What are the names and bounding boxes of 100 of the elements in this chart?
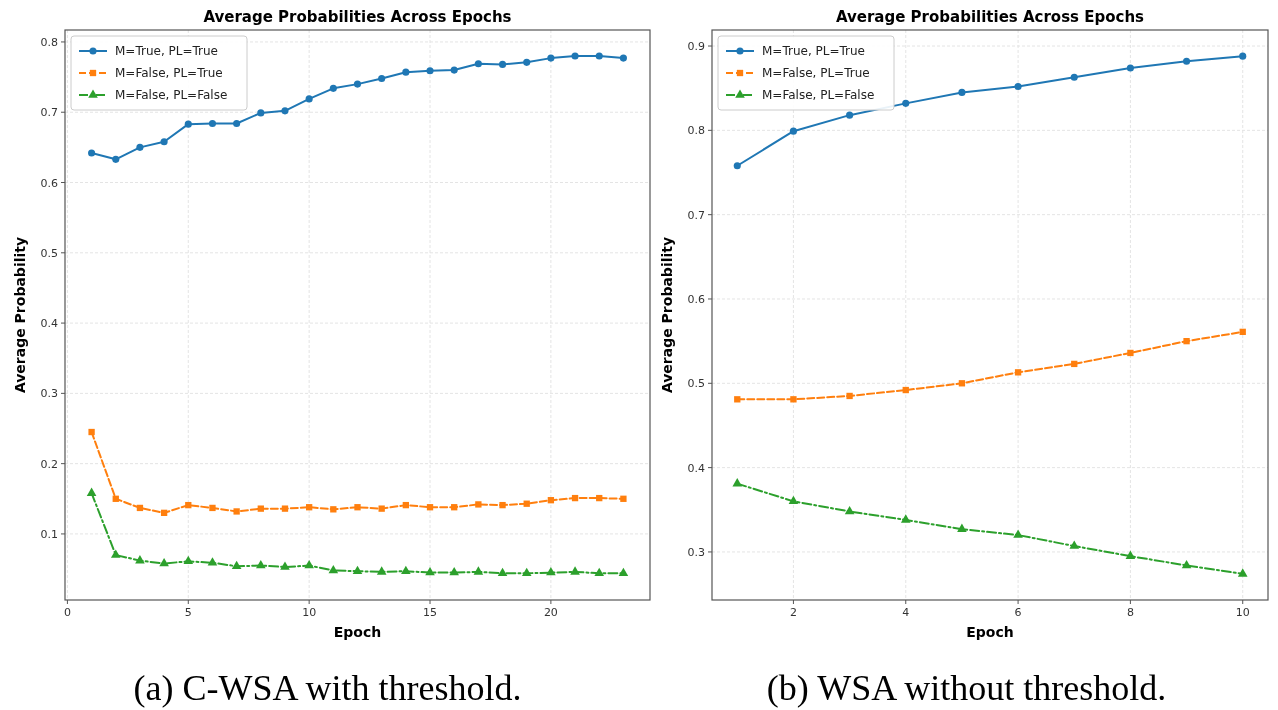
x-axis-title: Epoch [966, 624, 1014, 640]
y-axis-title: Average Probability [12, 236, 28, 394]
point [595, 52, 603, 60]
point [305, 504, 313, 511]
y-tick-label: 0.7 [687, 208, 705, 222]
x-tick-label: 0 [63, 606, 71, 619]
point [231, 560, 242, 570]
point [233, 508, 240, 515]
point [136, 143, 144, 151]
point [1069, 540, 1080, 549]
point [330, 506, 337, 513]
x-tick-label: 20 [543, 606, 558, 619]
point [596, 494, 603, 502]
point [846, 392, 853, 400]
x-tick-label: 10 [302, 606, 317, 619]
point [1239, 328, 1246, 336]
y-tick-label: 0.8 [40, 35, 58, 49]
point [352, 565, 363, 574]
point [280, 561, 290, 570]
point [183, 555, 194, 565]
point [449, 567, 459, 576]
point [1071, 360, 1078, 368]
point [523, 500, 530, 507]
point [1183, 57, 1191, 65]
point [957, 523, 967, 532]
point [732, 478, 743, 487]
point [1237, 568, 1248, 577]
point [1014, 369, 1022, 376]
point [523, 58, 531, 66]
point [401, 565, 411, 574]
point [475, 501, 482, 508]
point [902, 99, 910, 107]
point [207, 557, 218, 566]
point [402, 68, 410, 76]
y-tick-label: 0.9 [687, 40, 705, 54]
point [902, 386, 909, 394]
text: (b) WSA without threshold. [766, 668, 1167, 708]
point [257, 505, 264, 512]
point [1070, 73, 1078, 81]
point [473, 566, 484, 575]
y-tick-label: 0.3 [687, 545, 705, 559]
point [1181, 559, 1192, 569]
y-tick-label: 0.7 [40, 106, 58, 120]
x-tick-label: 6 [1014, 606, 1022, 619]
point [281, 505, 289, 512]
point [256, 560, 266, 569]
point [329, 84, 337, 92]
y-tick-label: 0.4 [40, 317, 58, 331]
legend-label: M=True, PL=True [762, 44, 865, 58]
point [521, 567, 532, 577]
x-axis-title: Epoch [333, 624, 382, 640]
point [594, 567, 605, 577]
point [618, 567, 629, 577]
point [112, 495, 119, 502]
point [1014, 82, 1022, 91]
point [110, 549, 121, 558]
point [844, 505, 855, 515]
point [451, 504, 458, 511]
chart-title: Average Probabilities Across Epochs [835, 8, 1145, 26]
legend-label: M=False, PL=True [762, 66, 870, 80]
y-axis-title: Average Probability [659, 236, 675, 394]
point [257, 109, 265, 117]
point [571, 52, 579, 60]
x-tick-label: 5 [184, 606, 192, 619]
y-tick-label: 0.6 [687, 292, 705, 306]
point [1013, 529, 1023, 538]
point [378, 505, 385, 512]
point [160, 138, 168, 146]
point [1183, 337, 1190, 345]
x-tick-label: 4 [902, 606, 910, 619]
point [426, 67, 434, 75]
x-tick-label: 10 [1235, 606, 1250, 619]
point [499, 501, 506, 509]
y-tick-label: 0.6 [40, 176, 58, 190]
point [86, 487, 97, 496]
point [136, 504, 144, 512]
point [619, 54, 627, 62]
point [184, 120, 192, 128]
point [185, 501, 192, 509]
point [208, 119, 217, 128]
point [570, 566, 580, 575]
x-tick-label: 2 [789, 606, 797, 619]
point [88, 428, 95, 436]
point [233, 119, 241, 128]
point [546, 567, 556, 576]
point [900, 514, 911, 523]
point [353, 80, 362, 88]
point [547, 497, 555, 504]
point [209, 504, 216, 512]
legend-label: M=True, PL=True [115, 44, 218, 58]
point [450, 66, 458, 74]
point [733, 162, 741, 170]
y-tick-label: 0.8 [687, 124, 705, 138]
chart-title: Average Probabilities Across Epochs [203, 8, 512, 26]
point [378, 74, 386, 83]
y-tick-label: 0.4 [687, 461, 705, 475]
point [474, 60, 482, 68]
point [1127, 349, 1134, 357]
point [958, 380, 966, 387]
y-tick-label: 0.5 [687, 377, 705, 391]
